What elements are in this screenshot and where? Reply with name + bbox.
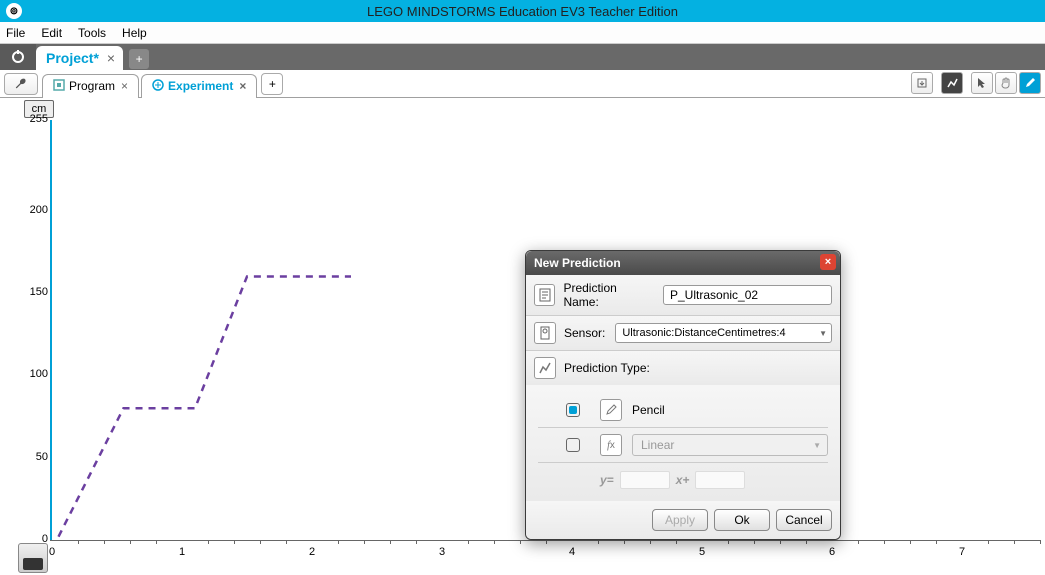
prediction-type-label: Prediction Type:	[564, 361, 650, 375]
formula-row: y= x+	[538, 463, 828, 493]
project-tab-label: Project*	[46, 50, 99, 66]
x-axis-line	[50, 540, 1040, 541]
tab-experiment[interactable]: Experiment ×	[141, 74, 257, 98]
y-axis: cm 050100150200255	[4, 98, 54, 543]
ok-button[interactable]: Ok	[714, 509, 770, 531]
x-tick-label: 1	[179, 546, 185, 558]
add-sub-tab-button[interactable]: +	[261, 73, 283, 95]
x-tick-label: 3	[439, 546, 445, 558]
formula-intercept-input[interactable]	[695, 471, 745, 489]
new-prediction-dialog: New Prediction × Prediction Name: Sensor…	[525, 250, 841, 540]
tab-experiment-label: Experiment	[168, 79, 233, 93]
apply-button[interactable]: Apply	[652, 509, 708, 531]
menubar: File Edit Tools Help	[0, 22, 1045, 44]
tool-graph-button[interactable]	[941, 72, 963, 94]
titlebar: ⊚ LEGO MINDSTORMS Education EV3 Teacher …	[0, 0, 1045, 22]
y-tick-label: 200	[30, 204, 48, 216]
sensor-select[interactable]: Ultrasonic:DistanceCentimetres:4	[615, 323, 832, 343]
y-axis-line	[50, 120, 52, 540]
project-tabs-bar: Project* × +	[0, 44, 1045, 70]
fx-icon: fx	[600, 434, 622, 456]
sub-tabs-bar: Program × Experiment × +	[0, 70, 1045, 98]
right-tools	[909, 72, 1041, 94]
prediction-name-input[interactable]	[663, 285, 832, 305]
x-tick-label: 2	[309, 546, 315, 558]
pencil-tool-button[interactable]	[1019, 72, 1041, 94]
formula-slope-input[interactable]	[620, 471, 670, 489]
y-tick-label: 50	[36, 451, 48, 463]
pencil-icon	[600, 399, 622, 421]
linear-label: Linear	[641, 438, 674, 452]
linear-select[interactable]: Linear	[632, 434, 828, 456]
close-icon[interactable]: ×	[121, 79, 128, 93]
program-icon	[53, 79, 65, 94]
dialog-title-bar[interactable]: New Prediction ×	[526, 251, 840, 275]
menu-help[interactable]: Help	[122, 26, 147, 40]
export-button[interactable]	[911, 72, 933, 94]
y-tick-label: 100	[30, 368, 48, 380]
dialog-close-button[interactable]: ×	[820, 254, 836, 270]
sensor-label: Sensor:	[564, 326, 605, 340]
linear-radio[interactable]	[566, 438, 580, 452]
menu-edit[interactable]: Edit	[41, 26, 62, 40]
graph-area: cm 050100150200255 01234567	[0, 98, 1045, 575]
type-icon	[534, 357, 556, 379]
close-icon[interactable]: ×	[239, 79, 246, 93]
add-project-button[interactable]: +	[129, 49, 149, 69]
y-tick-label: 255	[30, 113, 48, 125]
y-tick-label: 150	[30, 286, 48, 298]
cursor-tool-button[interactable]	[971, 72, 993, 94]
hand-tool-button[interactable]	[995, 72, 1017, 94]
tab-program-label: Program	[69, 79, 115, 93]
project-tab[interactable]: Project* ×	[36, 46, 123, 70]
menu-tools[interactable]: Tools	[78, 26, 106, 40]
x-tick-label: 0	[49, 546, 55, 558]
dialog-buttons: Apply Ok Cancel	[526, 501, 840, 539]
wrench-button[interactable]	[4, 73, 38, 95]
prediction-line	[59, 276, 352, 536]
pencil-option-row: Pencil	[538, 393, 828, 428]
prediction-type-body: Pencil fx Linear y= x+	[526, 385, 840, 501]
x-tick-label: 4	[569, 546, 575, 558]
name-icon	[534, 284, 555, 306]
home-button[interactable]	[0, 44, 36, 70]
pencil-radio[interactable]	[566, 403, 580, 417]
brick-icon[interactable]	[18, 543, 48, 573]
tab-program[interactable]: Program ×	[42, 74, 139, 98]
dialog-title: New Prediction	[534, 256, 621, 270]
sensor-row: Sensor: Ultrasonic:DistanceCentimetres:4	[526, 316, 840, 351]
prediction-type-header: Prediction Type:	[526, 351, 840, 385]
close-icon[interactable]: ×	[107, 50, 115, 66]
menu-file[interactable]: File	[6, 26, 25, 40]
cancel-button[interactable]: Cancel	[776, 509, 832, 531]
app-icon: ⊚	[6, 3, 22, 19]
window-title: LEGO MINDSTORMS Education EV3 Teacher Ed…	[367, 4, 678, 19]
sensor-icon	[534, 322, 556, 344]
prediction-name-row: Prediction Name:	[526, 275, 840, 316]
experiment-icon	[152, 79, 164, 94]
x-tick-label: 5	[699, 546, 705, 558]
pencil-label: Pencil	[632, 403, 665, 417]
formula-x-label: x+	[676, 473, 690, 487]
sensor-value: Ultrasonic:DistanceCentimetres:4	[622, 327, 785, 339]
x-tick-label: 6	[829, 546, 835, 558]
formula-y-label: y=	[600, 473, 614, 487]
prediction-name-label: Prediction Name:	[563, 281, 653, 309]
x-tick-label: 7	[959, 546, 965, 558]
linear-option-row: fx Linear	[538, 428, 828, 463]
